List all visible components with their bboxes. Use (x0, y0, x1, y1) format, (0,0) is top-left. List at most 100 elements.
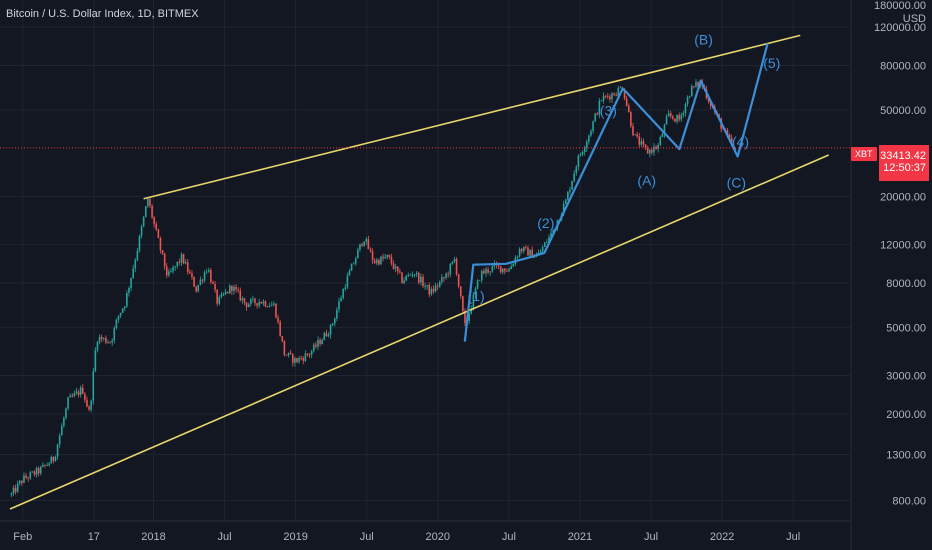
candle-body (52, 456, 55, 461)
candle-body (79, 387, 82, 395)
candle-body (655, 146, 657, 149)
candle-body (434, 285, 437, 292)
candle-body (207, 270, 210, 272)
candle-body (291, 353, 294, 363)
candle-body (302, 358, 305, 361)
candle-body (14, 487, 17, 492)
candle-body (426, 284, 428, 287)
candle-body (518, 249, 521, 257)
candle-body (153, 217, 155, 224)
candle-body (193, 276, 195, 287)
candle-body (390, 256, 393, 264)
trendline-upper (143, 34, 801, 200)
candle-body (210, 270, 212, 283)
candle-body (199, 279, 202, 285)
candle-body (611, 93, 613, 100)
grid (0, 0, 850, 520)
candle-body (583, 148, 586, 153)
candle-body (449, 263, 452, 275)
x-tick-label: Jul (786, 531, 800, 543)
candle-body (165, 266, 168, 276)
y-tick-label: 12000.00 (880, 240, 926, 252)
candle-body (86, 399, 88, 407)
candle-body (659, 137, 662, 146)
candle-body (648, 149, 651, 154)
candle-body (546, 242, 548, 244)
candle-body (581, 152, 584, 155)
candle-body (249, 299, 252, 305)
candle-body (430, 288, 433, 295)
candle-body (352, 263, 355, 265)
candle-body (298, 357, 300, 362)
candle-body (678, 115, 680, 120)
candle-body (550, 232, 552, 238)
candle-body (577, 155, 580, 167)
trendlines (9, 34, 829, 510)
candle-body (107, 342, 109, 344)
candle-body (497, 265, 500, 266)
candle-body (386, 254, 389, 258)
candle-body (516, 256, 519, 258)
x-tick-label: 2021 (568, 531, 592, 543)
candle-body (653, 146, 655, 153)
candle-body (31, 471, 34, 473)
candle-body (197, 284, 200, 292)
candle-body (401, 272, 403, 284)
candle-body (327, 334, 330, 337)
candle-body (39, 466, 42, 474)
candle-body (365, 239, 368, 242)
candle-body (170, 271, 172, 273)
candle-body (323, 332, 326, 341)
candle-body (12, 487, 15, 494)
candle-body (384, 257, 386, 259)
candle-body (600, 100, 603, 102)
candle-body (399, 271, 401, 273)
candle-body (60, 425, 63, 436)
candle-body (42, 464, 44, 467)
candle-body (270, 304, 273, 306)
candle-body (682, 113, 685, 116)
candle-body (67, 397, 69, 409)
candle-body (512, 263, 515, 267)
candle-body (121, 308, 124, 313)
candle-body (413, 274, 416, 276)
candle-body (48, 463, 50, 465)
wave-label: (4) (732, 133, 749, 149)
candle-body (119, 312, 122, 316)
candle-body (533, 256, 536, 258)
candle-body (81, 387, 84, 394)
candle-body (71, 395, 74, 397)
candle-body (348, 270, 351, 276)
candle-body (157, 229, 160, 239)
candle-body (296, 358, 298, 362)
candle-body (480, 270, 483, 281)
candle-body (308, 354, 311, 356)
x-tick-label: 2019 (283, 531, 307, 543)
candle-body (237, 289, 239, 291)
candle-body (149, 199, 151, 206)
candles (10, 78, 733, 498)
y-tick-label: 8000.00 (886, 278, 926, 290)
candle-body (319, 339, 321, 345)
candle-body (474, 288, 477, 295)
y-tick-label: 2000.00 (886, 409, 926, 421)
candle-body (504, 268, 506, 272)
candle-body (462, 296, 464, 312)
candle-body (464, 311, 466, 324)
candle-body (258, 302, 260, 306)
y-tick-label: 5000.00 (886, 322, 926, 334)
candle-body (247, 304, 250, 308)
candle-body (529, 249, 531, 256)
candle-body (638, 136, 641, 145)
candle-body (455, 259, 458, 275)
candle-body (63, 417, 65, 426)
candle-body (10, 493, 13, 495)
candle-body (277, 317, 279, 322)
candle-body (552, 229, 554, 233)
candle-body (728, 134, 731, 138)
candle-body (415, 272, 418, 275)
candle-body (159, 238, 162, 251)
candle-body (630, 112, 632, 127)
